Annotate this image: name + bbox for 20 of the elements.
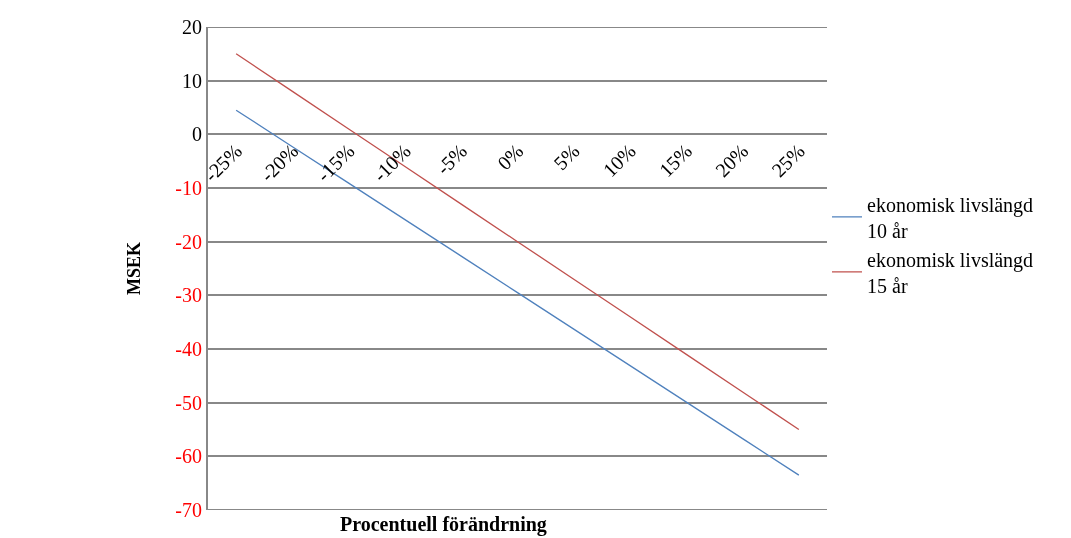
x-tick-label: 0%: [492, 139, 528, 175]
y-tick-label: -40: [175, 338, 202, 360]
legend-label: ekonomisk livslängd 15 år: [867, 248, 1034, 297]
y-axis-title: MSEK: [124, 241, 145, 296]
y-tick-label: -20: [175, 230, 202, 253]
y-tick-label: -10: [175, 177, 202, 199]
y-tick-label: 10: [182, 69, 202, 92]
x-tick-label: 20%: [711, 139, 753, 182]
x-tick-label: 10%: [598, 139, 640, 182]
x-tick-label: 25%: [767, 139, 809, 182]
x-tick-label: 15%: [654, 139, 697, 182]
y-tick-label: -60: [175, 445, 202, 468]
y-tick-label: 20: [182, 16, 202, 38]
x-axis-title: Procentuell förändrning: [340, 513, 547, 536]
y-tick-label: 0: [192, 123, 202, 146]
y-tick-label: -50: [175, 391, 202, 414]
x-tick-label: 5%: [549, 139, 584, 175]
x-tick-label: -5%: [432, 139, 472, 179]
y-tick-label: -30: [175, 284, 202, 307]
y-tick-label: -70: [175, 499, 202, 521]
